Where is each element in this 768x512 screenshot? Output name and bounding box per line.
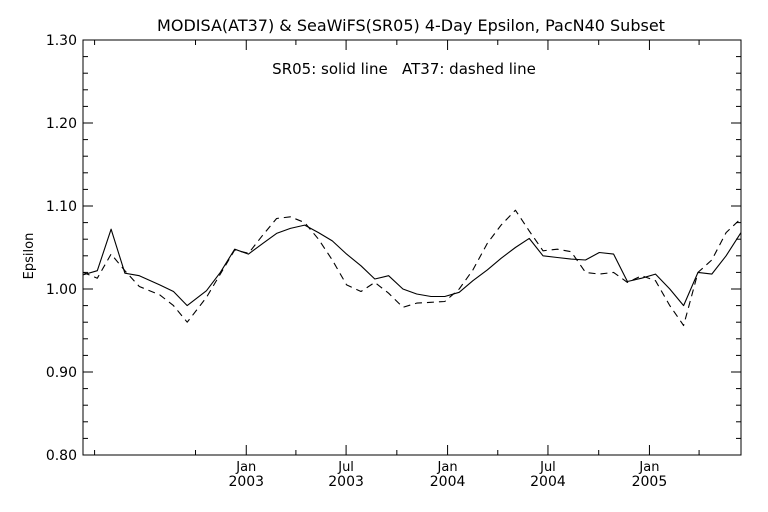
y-tick-label: 1.00 xyxy=(46,282,77,298)
x-tick-month-label: Jan xyxy=(235,460,256,475)
y-tick-label: 1.10 xyxy=(46,199,77,215)
x-tick-month-label: Jan xyxy=(437,460,458,475)
series-line-at37 xyxy=(82,209,742,327)
series-line-sr05 xyxy=(82,224,742,307)
x-tick-year-label: 2003 xyxy=(228,474,264,490)
x-tick-year-label: 2004 xyxy=(430,474,466,490)
x-tick-month-label: Jul xyxy=(337,460,354,475)
chart-title: MODISA(AT37) & SeaWiFS(SR05) 4-Day Epsil… xyxy=(157,16,665,35)
y-tick-label: 1.30 xyxy=(46,33,77,49)
x-tick-month-label: Jan xyxy=(638,460,659,475)
x-tick-month-label: Jul xyxy=(539,460,556,475)
y-tick-label: 1.20 xyxy=(46,116,77,132)
series-layer xyxy=(82,209,742,327)
y-tick-label: 0.80 xyxy=(46,448,77,464)
x-tick-year-label: 2003 xyxy=(328,474,364,490)
plot-frame xyxy=(82,39,742,456)
y-axis-label: Epsilon xyxy=(22,233,37,280)
x-tick-year-label: 2005 xyxy=(632,474,668,490)
y-tick-label: 0.90 xyxy=(46,365,77,381)
y-axis-ticks: 0.80 0.90 1.00 1.10 1.20 1.30 xyxy=(46,33,741,464)
x-tick-year-label: 2004 xyxy=(530,474,566,490)
legend-annotation: SR05: solid line AT37: dashed line xyxy=(272,60,536,78)
